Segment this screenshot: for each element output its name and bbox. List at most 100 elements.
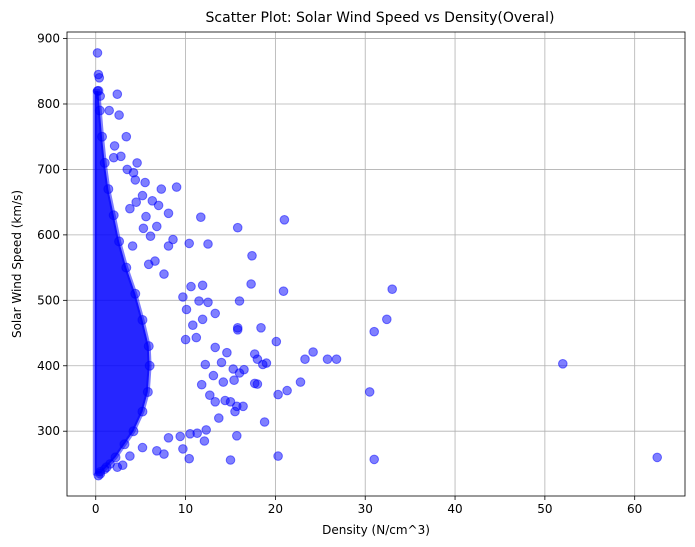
data-point (196, 379, 207, 390)
data-point (180, 334, 191, 345)
y-axis-ticks: 300 400 500 600 700 800 900 (37, 32, 67, 438)
y-tick-label: 300 (37, 424, 60, 438)
data-point (95, 91, 105, 101)
data-point (259, 417, 270, 427)
data-point (153, 200, 164, 211)
y-axis-label: Solar Wind Speed (km/s) (10, 190, 24, 338)
data-point (171, 182, 182, 192)
data-point (137, 190, 148, 201)
data-point (331, 354, 342, 365)
data-point (122, 164, 132, 175)
data-point (210, 342, 220, 353)
data-point (308, 347, 318, 357)
data-point (205, 390, 215, 401)
data-point (230, 406, 240, 417)
data-point (271, 336, 282, 347)
data-point (300, 354, 310, 365)
data-point (178, 292, 188, 302)
data-point (218, 377, 229, 387)
data-point (114, 110, 124, 120)
data-point (145, 231, 156, 241)
data-point (99, 464, 110, 475)
data-point (295, 377, 306, 387)
data-point (225, 455, 236, 465)
data-point (252, 379, 263, 389)
data-point (94, 73, 105, 83)
data-point (201, 425, 211, 435)
data-point (210, 308, 220, 319)
data-point (203, 239, 213, 249)
data-point (261, 358, 272, 368)
data-point (125, 203, 135, 214)
data-point (159, 269, 169, 279)
y-tick-label: 900 (37, 32, 60, 46)
data-point (114, 236, 125, 247)
data-point (156, 184, 167, 194)
data-point (184, 238, 194, 249)
data-point (137, 314, 148, 325)
data-point (232, 325, 243, 335)
data-point (127, 241, 138, 251)
data-point (199, 436, 210, 446)
data-point (222, 347, 232, 358)
data-point (143, 259, 154, 270)
data-point (112, 89, 123, 99)
data-point (143, 341, 154, 352)
data-point (178, 444, 188, 454)
plot-frame (66, 31, 686, 497)
data-point (131, 197, 141, 207)
y-tick-label: 800 (37, 97, 60, 111)
data-point (110, 452, 121, 463)
data-point (130, 288, 141, 299)
x-tick-label: 20 (268, 502, 283, 516)
data-point (163, 433, 174, 443)
data-point (382, 314, 392, 325)
y-tick-label: 700 (37, 162, 60, 176)
x-axis-ticks: 0 10 20 30 40 50 60 (92, 496, 642, 516)
data-point (125, 451, 135, 461)
data-point (234, 296, 245, 306)
data-point (185, 429, 195, 439)
data-point (103, 184, 114, 195)
data-point (239, 364, 249, 375)
data-point (279, 215, 290, 225)
point-layer (92, 48, 663, 481)
data-point (140, 177, 150, 188)
data-point (141, 211, 151, 222)
y-tick-label: 500 (37, 293, 60, 307)
data-point (247, 251, 257, 261)
grid-layer (67, 32, 685, 496)
data-point (558, 359, 568, 369)
data-point (369, 326, 380, 337)
x-tick-label: 30 (358, 502, 373, 516)
data-point (137, 406, 148, 417)
data-point (197, 280, 208, 291)
x-tick-label: 40 (447, 502, 462, 516)
data-point (387, 284, 398, 295)
chart-title: Scatter Plot: Solar Wind Speed vs Densit… (206, 10, 555, 26)
data-point (181, 304, 192, 315)
data-point (144, 360, 155, 371)
dense-point-cloud (92, 85, 155, 479)
data-point (92, 48, 103, 58)
data-point (210, 397, 220, 407)
data-point (652, 452, 663, 463)
data-point (116, 151, 126, 162)
data-point (214, 413, 224, 423)
data-point (246, 279, 256, 289)
data-point (93, 470, 104, 481)
data-point (196, 212, 206, 222)
data-point (121, 131, 132, 142)
data-point (186, 281, 196, 292)
data-point (163, 241, 174, 251)
data-point (194, 296, 204, 306)
data-point (256, 323, 266, 333)
data-point (152, 221, 162, 232)
y-tick-label: 600 (37, 228, 60, 242)
data-point (142, 386, 153, 397)
data-point (322, 354, 333, 365)
data-point (138, 223, 149, 234)
x-tick-label: 10 (178, 502, 193, 516)
